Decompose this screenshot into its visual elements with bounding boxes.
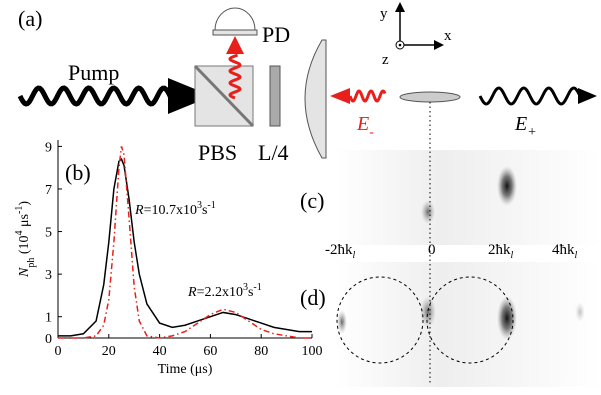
annotation-part: R — [187, 285, 197, 300]
axis-label: y — [380, 6, 388, 22]
atom-peak — [497, 166, 517, 206]
y-tick-label: 0 — [45, 332, 52, 347]
annotation: R=10.7x103s-1 — [134, 200, 216, 218]
axis-label: z — [382, 52, 389, 68]
atom-peak — [575, 302, 585, 322]
panel-label: (b) — [65, 160, 91, 185]
y-tick-label: 1 — [45, 311, 52, 326]
symbol: E — [514, 113, 527, 135]
annotation: R=2.2x103s-1 — [187, 282, 262, 300]
x-tick-label: 60 — [203, 344, 217, 359]
tick-subscript: l — [575, 250, 578, 261]
y-tick-label: 9 — [45, 140, 52, 155]
output-wave — [480, 88, 580, 104]
annotation-part: -1 — [253, 282, 261, 293]
pump-label: Pump — [68, 60, 119, 85]
y-tick-label: 3 — [45, 268, 52, 283]
momentum-label: 2ħkl — [488, 242, 514, 261]
panel-label: (c) — [300, 188, 324, 213]
atom-peak — [420, 296, 436, 328]
pbs-label: PBS — [198, 140, 237, 165]
atom-peak — [337, 310, 347, 334]
momentum-label: 0 — [428, 242, 436, 258]
y-tick-label: 5 — [45, 226, 52, 241]
absorption-image — [335, 262, 601, 387]
tick-subscript: l — [511, 250, 514, 261]
e-plus: E+ — [514, 113, 537, 140]
atom-peak — [497, 296, 517, 340]
x-tick-label: 0 — [55, 344, 62, 359]
y-axis-label: Nph (104 μs-1) — [14, 201, 37, 278]
tick-text: 2ħk — [488, 242, 511, 258]
annotation-part: R — [134, 203, 144, 218]
momentum-label: -2ħkl — [325, 242, 356, 261]
momentum-label: 4ħkl — [552, 242, 578, 261]
y-tick-label: 7 — [45, 183, 52, 198]
e-minus: E- — [356, 113, 374, 140]
annotation-part: =2.2x10 — [197, 285, 243, 300]
figure: (a) Pump PD PBS L/4 E- E+ y x z (c) (d) … — [0, 0, 601, 395]
label-part: -1 — [14, 206, 25, 214]
pd-label: PD — [262, 22, 290, 47]
z-axis-dot — [399, 44, 402, 47]
x-tick-label: 40 — [153, 344, 167, 359]
annotation-part: =10.7x10 — [144, 203, 197, 218]
x-tick-label: 80 — [254, 344, 268, 359]
series-line — [58, 159, 312, 336]
label-part: (10 — [17, 235, 32, 257]
panel-label: (a) — [18, 6, 42, 31]
quarter-wave-plate — [270, 66, 280, 126]
arrow-head — [330, 88, 350, 104]
arrow-head — [578, 88, 597, 104]
tick-text: 4ħk — [552, 242, 575, 258]
panel-label: (d) — [300, 285, 326, 310]
label-part: N — [17, 267, 32, 278]
subscript: + — [527, 125, 536, 140]
tick-text: 0 — [428, 242, 436, 258]
arrow-head — [434, 40, 444, 50]
photodiode-base — [213, 30, 257, 35]
symbol: E — [356, 113, 369, 135]
atom-peak — [421, 200, 435, 224]
pump-wave — [20, 88, 172, 104]
atom-cloud — [400, 92, 460, 102]
photodiode — [215, 8, 255, 30]
label-part: ph — [26, 258, 37, 268]
label-part: ) — [17, 201, 32, 206]
plate-label: L/4 — [258, 140, 289, 165]
subscript: - — [369, 125, 374, 140]
arrow-head — [226, 36, 244, 54]
tick-subscript: l — [353, 250, 356, 261]
x-tick-label: 100 — [302, 344, 323, 359]
x-tick-label: 20 — [102, 344, 116, 359]
x-axis-label: Time (μs) — [158, 362, 213, 377]
tick-text: -2ħk — [325, 242, 353, 258]
axis-label: x — [444, 28, 452, 44]
series-line — [58, 146, 312, 338]
absorption-image — [335, 150, 601, 245]
label-part: μs — [17, 214, 32, 230]
arrow-head — [395, 2, 405, 12]
probe-wave — [350, 91, 385, 101]
lens — [305, 40, 326, 158]
annotation-part: -1 — [207, 200, 215, 211]
